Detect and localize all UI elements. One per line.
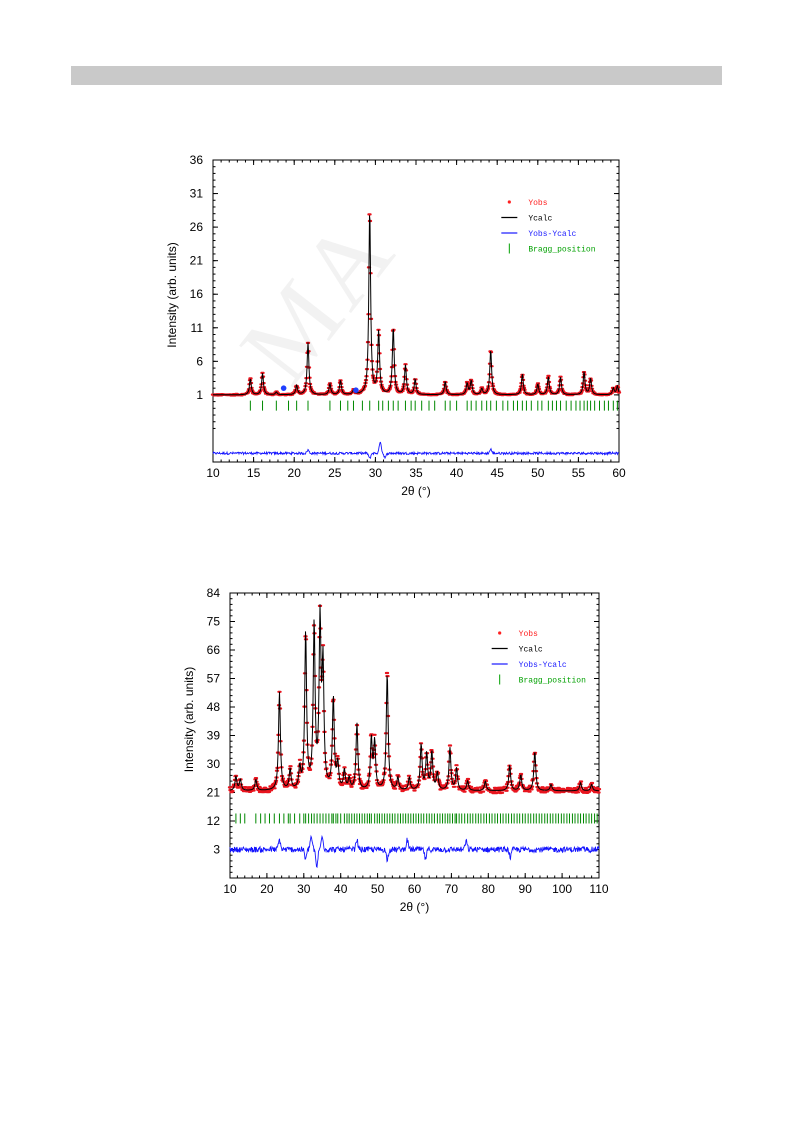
legend-label: Ycalc	[528, 215, 552, 224]
x-tick-label: 15	[247, 466, 261, 480]
y-tick-label: 31	[190, 187, 204, 201]
y-tick-label: 21	[207, 786, 221, 800]
x-tick-label: 55	[572, 466, 586, 480]
y-axis-title: Intensity (arb. units)	[182, 667, 196, 772]
x-tick-label: 80	[482, 882, 496, 896]
y-tick-label: 1	[196, 388, 203, 402]
x-tick-label: 45	[491, 466, 505, 480]
x-tick-label: 20	[288, 466, 302, 480]
x-tick-label: 60	[612, 466, 626, 480]
y-tick-label: 11	[191, 321, 204, 335]
x-tick-label: 70	[445, 882, 459, 896]
ycalc-series	[213, 215, 620, 396]
legend-label: Yobs-Ycalc	[519, 661, 567, 670]
legend-label: Ycalc	[519, 646, 543, 655]
x-tick-label: 35	[409, 466, 423, 480]
impurity-marker	[353, 387, 359, 393]
x-tick-label: 40	[450, 466, 464, 480]
legend-symbol-dot	[498, 631, 502, 635]
legend-symbol-dot	[507, 200, 511, 204]
y-tick-label: 57	[207, 672, 221, 686]
difference-series	[212, 441, 620, 460]
plot-frame	[212, 159, 620, 463]
page-header-bar	[71, 66, 722, 85]
legend-label: Yobs-Ycalc	[528, 230, 576, 239]
y-tick-label: 36	[190, 153, 204, 167]
x-axis-title: 2θ (°)	[401, 484, 430, 498]
x-tick-label: 60	[408, 882, 422, 896]
x-tick-label: 20	[260, 882, 274, 896]
yobs-series	[227, 604, 602, 795]
y-tick-label: 75	[207, 615, 221, 629]
y-tick-label: 30	[207, 757, 221, 771]
legend-label: Yobs	[528, 199, 547, 208]
y-tick-label: 39	[207, 729, 221, 743]
x-tick-label: 25	[328, 466, 342, 480]
legend-label: Bragg_position	[519, 677, 586, 686]
y-tick-label: 6	[196, 354, 203, 368]
chart-2: 10 20 30 40 50 60 70 80 90 100 110 3 12 21 30 39 48 57 66 7…	[182, 586, 609, 914]
x-tick-label: 100	[552, 882, 572, 896]
x-tick-label: 90	[519, 882, 533, 896]
impurity-marker	[280, 385, 287, 391]
y-axis-title: Intensity (arb. units)	[165, 242, 179, 347]
x-tick-label: 10	[206, 466, 220, 480]
x-tick-label: 30	[297, 882, 311, 896]
difference-series	[229, 834, 600, 869]
ycalc-series	[229, 604, 599, 792]
x-tick-label: 40	[334, 882, 348, 896]
yobs-series	[210, 213, 622, 397]
y-tick-label: 48	[207, 700, 221, 714]
legend-label: Yobs	[519, 630, 538, 639]
y-tick-label: 84	[207, 586, 221, 600]
y-tick-label: 12	[207, 814, 221, 828]
x-tick-label: 10	[223, 882, 237, 896]
y-tick-label: 21	[190, 254, 204, 268]
x-axis-title: 2θ (°)	[400, 900, 429, 914]
y-tick-label: 26	[190, 220, 204, 234]
x-tick-label: 50	[531, 466, 545, 480]
y-tick-label: 66	[207, 643, 221, 657]
plot-frame	[229, 592, 600, 879]
x-tick-label: 110	[589, 882, 608, 896]
y-tick-label: 3	[213, 843, 220, 857]
x-tick-label: 50	[371, 882, 385, 896]
x-tick-label: 30	[369, 466, 383, 480]
y-tick-label: 16	[190, 287, 204, 301]
legend-label: Bragg_position	[528, 246, 595, 255]
